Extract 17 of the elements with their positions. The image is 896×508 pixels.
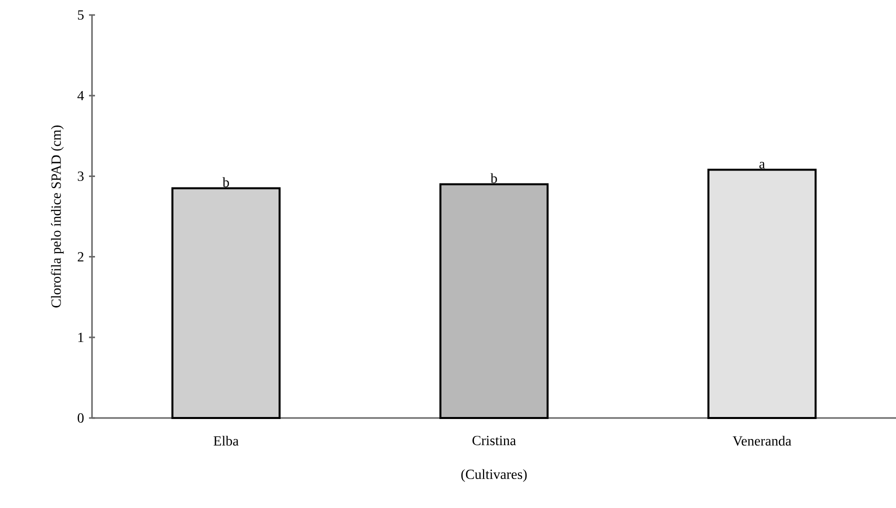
x-axis-title: (Cultivares)	[461, 469, 527, 482]
y-tick-label: 5	[78, 10, 84, 20]
bar	[171, 187, 281, 419]
x-tick-label: Veneranda	[732, 436, 792, 446]
x-tick-label: Cristina	[472, 436, 516, 446]
y-tick-label: 1	[78, 332, 84, 342]
y-tick-label: 2	[78, 252, 84, 262]
bar	[439, 183, 549, 419]
y-tick-label: 0	[78, 413, 84, 423]
y-tick-label: 4	[77, 91, 84, 100]
y-axis-title: Clorofila pelo índice SPAD (cm)	[50, 126, 64, 308]
y-tick-label: 3	[78, 172, 84, 181]
annotation: a	[759, 162, 765, 169]
annotation: b	[490, 173, 497, 184]
annotation: b	[222, 177, 229, 188]
x-tick-label: Elba	[214, 436, 239, 446]
bar	[707, 168, 817, 419]
